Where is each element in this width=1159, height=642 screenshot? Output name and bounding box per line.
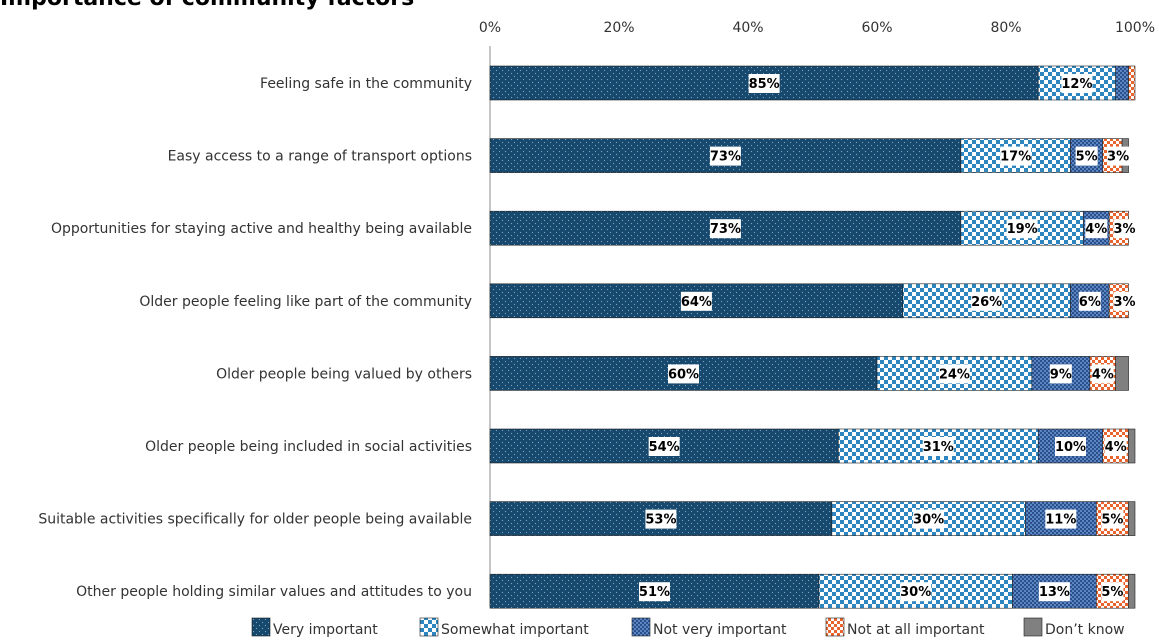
data-label: 4% [1092,367,1114,382]
data-label-bg [1078,291,1101,311]
data-label-bg [668,364,699,384]
data-label-bg [938,364,970,384]
legend-swatch [1023,617,1043,637]
data-label: 4% [1085,222,1107,237]
x-tick-label: 40% [732,20,763,36]
data-label: 30% [900,585,931,600]
data-label-bg [1085,219,1108,239]
x-tick-label: 20% [603,20,634,36]
x-tick-label: 80% [990,20,1021,36]
data-label-bg [680,291,712,311]
data-label-bg [1113,219,1136,239]
data-label: 73% [710,222,741,237]
category-label: Suitable activities specifically for old… [38,512,472,528]
data-label-bg [900,582,932,602]
data-label-bg [638,582,670,602]
data-label: 4% [1105,440,1127,455]
x-tick-label: 60% [861,20,892,36]
bar-segment [1115,65,1129,101]
category-label: Easy access to a range of transport opti… [168,149,472,165]
data-label-bg [1045,509,1077,529]
data-label: 10% [1055,440,1086,455]
data-label-bg [1113,291,1136,311]
data-label: 30% [913,513,944,528]
data-label-bg [1101,509,1124,529]
data-label: 5% [1076,150,1098,165]
bar-segment [1128,501,1136,536]
data-label: 5% [1101,513,1123,528]
data-label: 19% [1007,222,1038,237]
legend-swatch [251,617,271,637]
data-label: 3% [1107,150,1129,165]
data-label-bg [709,146,741,166]
legend-swatch [631,617,651,637]
data-label: 24% [939,367,970,382]
data-label-bg [645,509,677,529]
data-label: 5% [1101,585,1123,600]
category-label: Other people holding similar values and … [76,584,472,600]
data-label-bg [1061,74,1093,93]
data-label: 6% [1079,295,1101,310]
data-label: 64% [681,295,712,310]
bar-segment [1128,65,1136,101]
category-label: Older people being valued by others [216,366,472,382]
data-label-bg [971,291,1003,311]
bar-segment [1128,428,1136,464]
data-label-bg [1055,437,1086,456]
data-label: 73% [710,150,741,165]
bar-segment [1115,356,1129,391]
x-tick-label: 100% [1115,20,1155,36]
chart-legend: Very important Somewhat important Not very… [251,617,1125,638]
data-label-bg [1000,146,1032,166]
data-label-bg [748,74,780,93]
chart-title: Importance of community factors [0,0,414,11]
data-label: 31% [923,440,954,455]
data-label: 85% [749,77,780,92]
data-label-bg [913,509,945,529]
legend-swatch [419,617,439,637]
data-label: 13% [1039,585,1070,600]
category-label: Older people feeling like part of the co… [139,294,472,310]
category-label: Older people being included in social ac… [145,439,472,455]
legend-label: Don’t know [1045,622,1125,638]
legend-label: Not at all important [847,622,985,638]
data-label: 53% [645,513,676,528]
legend-label: Very important [273,622,378,638]
data-label: 60% [668,367,699,382]
bar-segment [1128,573,1136,609]
data-label-bg [922,437,954,456]
data-label: 17% [1000,150,1031,165]
data-label-bg [1101,582,1124,602]
data-label-bg [1104,437,1127,456]
data-label: 26% [971,295,1002,310]
legend-swatch [825,617,845,637]
data-label-bg [1091,364,1114,384]
data-label-bg [709,219,741,239]
data-label-bg [648,437,680,456]
legend-label: Not very important [653,622,787,638]
data-label: 11% [1045,513,1076,528]
data-label: 51% [639,585,670,600]
data-label: 9% [1050,367,1072,382]
category-label: Feeling safe in the community [260,76,472,92]
x-tick-label: 0% [479,20,501,36]
bars-layer [489,65,1136,609]
data-label-bg [1107,146,1130,166]
data-label: 3% [1114,222,1136,237]
data-label-bg [1006,219,1038,239]
data-label: 12% [1061,77,1092,92]
category-label: Opportunities for staying active and hea… [51,221,472,237]
labels-layer: Feeling safe in the community 85% 12% Easy … [38,74,1136,602]
data-label: 54% [649,440,680,455]
data-label: 3% [1114,295,1136,310]
legend-label: Somewhat important [441,622,589,638]
data-label-bg [1038,582,1070,602]
data-label-bg [1049,364,1072,384]
data-label-bg [1075,146,1098,166]
